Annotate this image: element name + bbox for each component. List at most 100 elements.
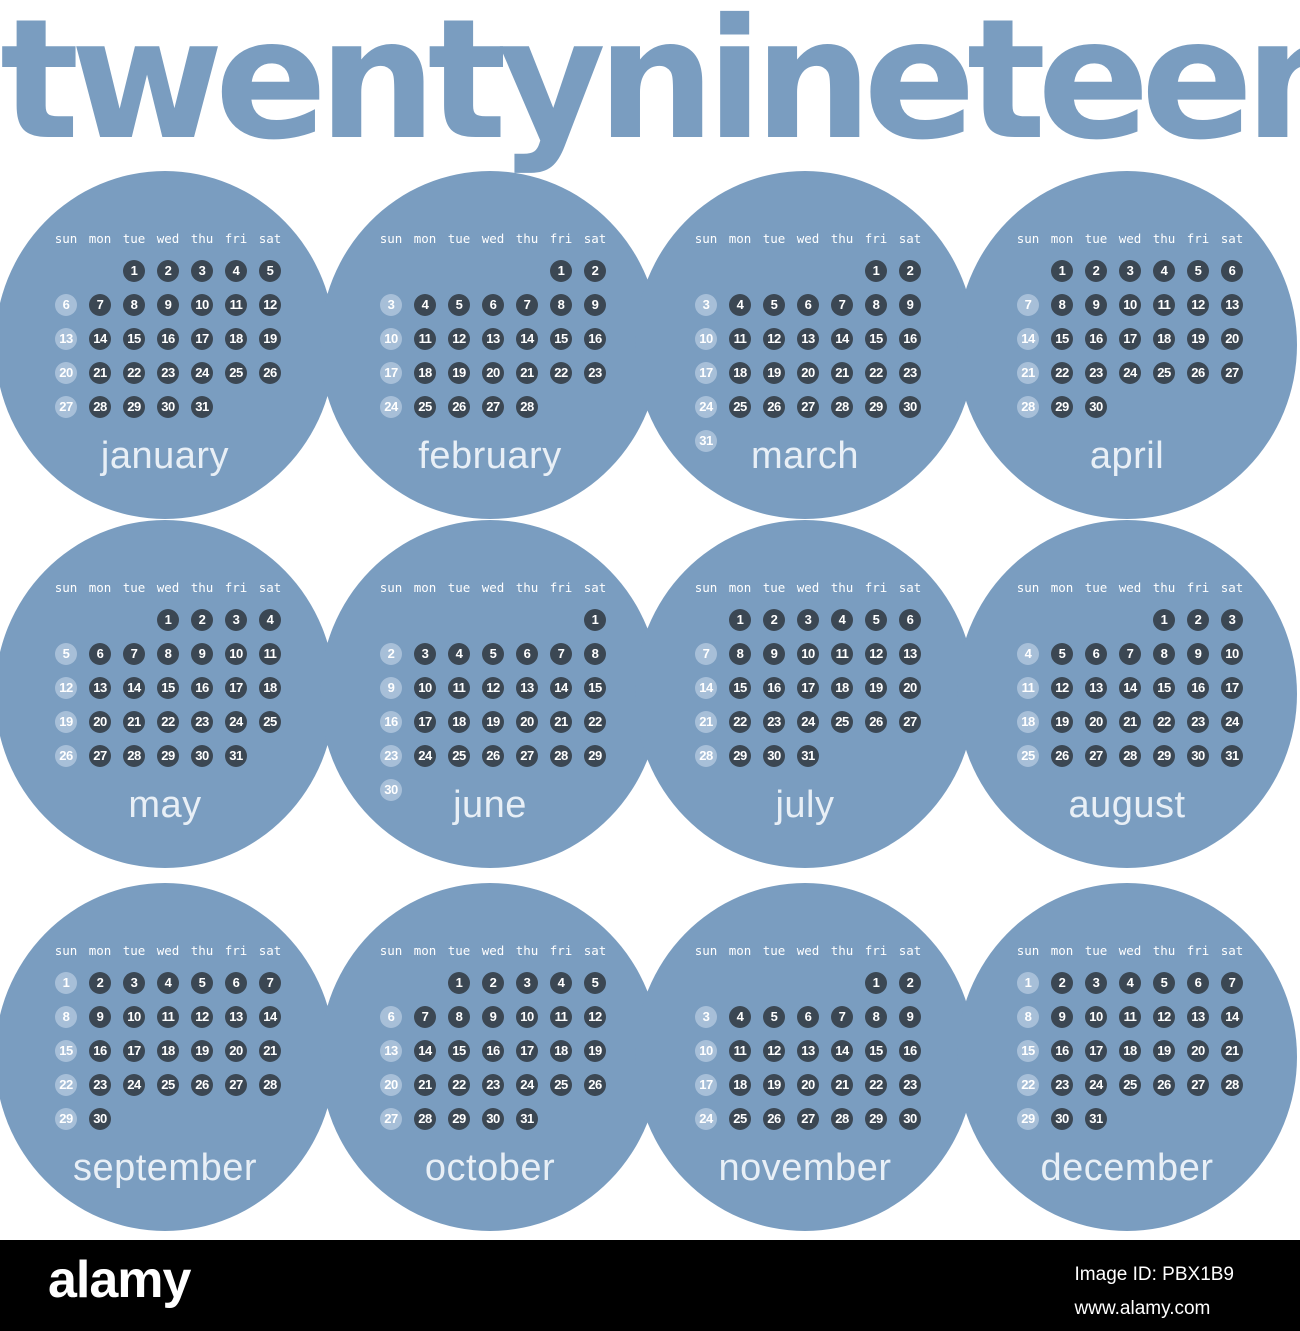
day-7: 7 <box>1017 294 1039 316</box>
day-25: 25 <box>550 1074 572 1096</box>
day-18: 18 <box>157 1040 179 1062</box>
day-1: 1 <box>55 972 77 994</box>
day-15: 15 <box>123 328 145 350</box>
day-16: 16 <box>482 1040 504 1062</box>
weekday-label: wed <box>156 943 180 958</box>
day-12: 12 <box>584 1006 606 1028</box>
day-12: 12 <box>1153 1006 1175 1028</box>
day-7: 7 <box>1221 972 1243 994</box>
day-5: 5 <box>584 972 606 994</box>
month-name: april <box>1089 435 1165 477</box>
weekday-label: wed <box>156 580 180 595</box>
day-6: 6 <box>797 294 819 316</box>
weekday-label: sun <box>379 231 403 246</box>
day-5: 5 <box>259 260 281 282</box>
day-8: 8 <box>448 1006 470 1028</box>
day-15: 15 <box>55 1040 77 1062</box>
day-7: 7 <box>123 643 145 665</box>
day-11: 11 <box>550 1006 572 1028</box>
day-26: 26 <box>259 362 281 384</box>
day-7: 7 <box>414 1006 436 1028</box>
day-26: 26 <box>55 745 77 767</box>
day-24: 24 <box>414 745 436 767</box>
day-20: 20 <box>899 677 921 699</box>
day-2: 2 <box>191 609 213 631</box>
day-6: 6 <box>1085 643 1107 665</box>
day-15: 15 <box>448 1040 470 1062</box>
day-2: 2 <box>899 972 921 994</box>
day-1: 1 <box>729 609 751 631</box>
day-3: 3 <box>695 1006 717 1028</box>
day-10: 10 <box>695 1040 717 1062</box>
day-17: 17 <box>797 677 819 699</box>
day-20: 20 <box>1085 711 1107 733</box>
day-21: 21 <box>1221 1040 1243 1062</box>
month-june: sun mon tue wed thu fri sat 1 2 3 4 5 6 7 8 9 10 11 12 13 14… <box>320 520 660 868</box>
day-8: 8 <box>550 294 572 316</box>
day-18: 18 <box>448 711 470 733</box>
day-3: 3 <box>797 609 819 631</box>
day-22: 22 <box>584 711 606 733</box>
day-12: 12 <box>55 677 77 699</box>
weekday-label: fri <box>224 580 248 595</box>
weekday-label: sat <box>258 580 282 595</box>
footer-bar: alamy Image ID: PBX1B9 www.alamy.com <box>0 1240 1300 1331</box>
day-29: 29 <box>729 745 751 767</box>
day-26: 26 <box>865 711 887 733</box>
day-31: 31 <box>695 430 717 452</box>
day-15: 15 <box>1153 677 1175 699</box>
day-19: 19 <box>259 328 281 350</box>
day-3: 3 <box>380 294 402 316</box>
month-name: november <box>718 1147 892 1189</box>
weekday-label: mon <box>88 231 112 246</box>
day-12: 12 <box>865 643 887 665</box>
weekday-label: fri <box>224 943 248 958</box>
day-10: 10 <box>797 643 819 665</box>
day-14: 14 <box>259 1006 281 1028</box>
weekday-label: fri <box>864 580 888 595</box>
day-25: 25 <box>157 1074 179 1096</box>
month-name: may <box>128 784 202 826</box>
day-3: 3 <box>123 972 145 994</box>
weekday-label: tue <box>1084 580 1108 595</box>
month-november: sun mon tue wed thu fri sat 1 2 3 4 5 6 7 8 9 10 11 12 13 14… <box>635 883 975 1231</box>
day-30: 30 <box>899 1108 921 1130</box>
day-9: 9 <box>1085 294 1107 316</box>
day-13: 13 <box>1187 1006 1209 1028</box>
day-12: 12 <box>1187 294 1209 316</box>
day-29: 29 <box>865 1108 887 1130</box>
day-26: 26 <box>763 1108 785 1130</box>
month-name: january <box>100 435 230 477</box>
day-21: 21 <box>259 1040 281 1062</box>
weekday-label: sat <box>583 580 607 595</box>
day-10: 10 <box>225 643 247 665</box>
day-26: 26 <box>448 396 470 418</box>
day-7: 7 <box>695 643 717 665</box>
day-17: 17 <box>225 677 247 699</box>
day-21: 21 <box>831 362 853 384</box>
weekday-label: thu <box>830 231 854 246</box>
day-7: 7 <box>1119 643 1141 665</box>
day-26: 26 <box>482 745 504 767</box>
weekday-label: sat <box>1220 231 1244 246</box>
day-14: 14 <box>516 328 538 350</box>
weekday-label: sun <box>1016 231 1040 246</box>
day-12: 12 <box>259 294 281 316</box>
day-14: 14 <box>695 677 717 699</box>
weekday-label: thu <box>1152 580 1176 595</box>
day-21: 21 <box>89 362 111 384</box>
day-10: 10 <box>380 328 402 350</box>
day-23: 23 <box>899 1074 921 1096</box>
day-5: 5 <box>1187 260 1209 282</box>
day-28: 28 <box>1119 745 1141 767</box>
day-27: 27 <box>482 396 504 418</box>
weekday-label: sat <box>258 943 282 958</box>
day-20: 20 <box>225 1040 247 1062</box>
day-19: 19 <box>763 1074 785 1096</box>
day-5: 5 <box>763 294 785 316</box>
day-27: 27 <box>380 1108 402 1130</box>
weekday-label: mon <box>413 580 437 595</box>
weekday-label: mon <box>413 943 437 958</box>
day-11: 11 <box>414 328 436 350</box>
weekday-label: sat <box>898 580 922 595</box>
